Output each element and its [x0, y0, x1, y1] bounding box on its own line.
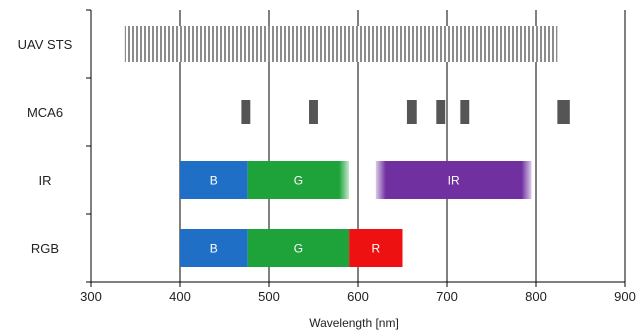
x-tick-label-700: 700 [436, 289, 458, 304]
band-label-rgb-1: G [294, 242, 303, 256]
band-label-ir-2: IR [448, 174, 460, 188]
bar-mca6-3 [436, 100, 446, 124]
axes-layer [86, 9, 626, 287]
band-label-rgb-2: R [371, 242, 380, 256]
bar-rgb-2 [349, 229, 403, 267]
x-tick-label-900: 900 [614, 289, 636, 304]
x-tick-label-800: 800 [525, 289, 547, 304]
x-axis-title: Wavelength [nm] [309, 316, 399, 330]
y-category-label-mca6: MCA6 [27, 105, 63, 120]
bars-layer [124, 26, 570, 267]
y-category-label-rgb: RGB [31, 241, 59, 256]
x-tick-label-300: 300 [80, 289, 102, 304]
x-tick-label-500: 500 [258, 289, 280, 304]
x-tick-label-600: 600 [347, 289, 369, 304]
labels-layer: B G IR B G R 300 400 500 600 700 800 900 UAV STS MCA6 I… [18, 37, 636, 304]
bar-mca6-5 [557, 100, 570, 124]
bar-rgb-0 [180, 229, 248, 267]
bar-ir-1 [247, 161, 350, 199]
bar-uav-sts-0 [124, 26, 558, 62]
bar-rgb-1 [247, 229, 350, 267]
y-category-label-ir: IR [39, 173, 52, 188]
band-label-ir-0: B [210, 174, 218, 188]
bar-ir-2 [375, 161, 532, 199]
band-label-rgb-0: B [210, 242, 218, 256]
band-label-ir-1: G [294, 174, 303, 188]
bar-mca6-4 [460, 100, 470, 124]
x-tick-label-400: 400 [169, 289, 191, 304]
bar-mca6-1 [309, 100, 318, 124]
bar-ir-0 [180, 161, 248, 199]
bar-mca6-0 [241, 100, 251, 124]
y-category-label-uav-sts: UAV STS [18, 37, 73, 52]
bar-mca6-2 [406, 100, 417, 124]
